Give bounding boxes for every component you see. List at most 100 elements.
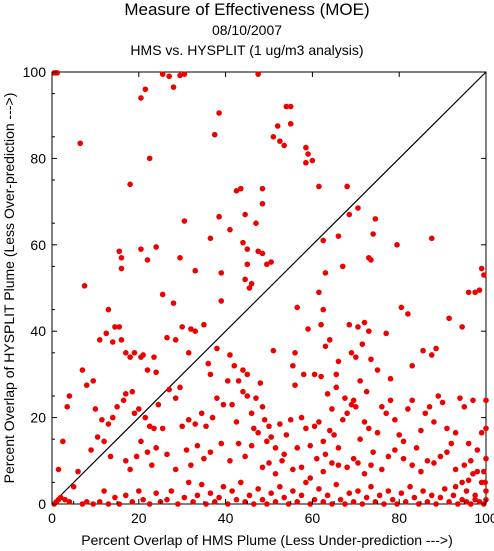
data-point (292, 350, 298, 356)
data-point (465, 477, 472, 484)
data-point (398, 304, 405, 311)
data-point (342, 501, 348, 507)
data-point (268, 259, 274, 265)
data-point (177, 72, 183, 79)
data-point (153, 445, 159, 451)
data-point (478, 265, 485, 272)
data-point (181, 494, 188, 501)
data-point (350, 455, 357, 462)
data-point (107, 453, 114, 460)
data-point (344, 410, 350, 417)
data-point (131, 410, 138, 417)
data-point (131, 350, 138, 356)
data-point (179, 423, 185, 430)
data-point (207, 449, 214, 455)
data-point (333, 384, 340, 391)
data-point (428, 492, 435, 499)
data-point (335, 445, 342, 451)
y-axis: 0 20 40 60 80 100 (23, 64, 486, 512)
data-point (54, 70, 61, 76)
data-point (329, 501, 335, 507)
data-point (198, 481, 205, 488)
data-point (316, 183, 322, 190)
data-point (270, 347, 277, 354)
data-point (177, 254, 183, 261)
data-point (96, 499, 103, 505)
data-point (463, 488, 470, 494)
data-point (57, 494, 64, 501)
data-point (118, 265, 125, 272)
y-tick-label: 20 (30, 410, 46, 426)
data-point (320, 499, 327, 505)
data-point (320, 237, 327, 244)
data-point (136, 406, 142, 412)
data-point (122, 492, 129, 499)
data-point (470, 397, 476, 404)
data-point (66, 393, 73, 399)
data-point (379, 404, 385, 410)
data-point (229, 488, 235, 494)
data-point (172, 395, 179, 401)
data-point (476, 287, 483, 293)
data-point (259, 464, 266, 471)
data-point (348, 401, 355, 408)
data-point (387, 375, 394, 382)
data-point (287, 121, 294, 127)
data-point (253, 220, 259, 226)
data-point (431, 460, 437, 466)
data-point (122, 458, 129, 464)
data-point (437, 494, 444, 501)
data-point (383, 410, 389, 417)
data-point (233, 188, 240, 194)
data-point (164, 451, 170, 458)
data-point (60, 438, 66, 445)
data-point (287, 416, 294, 423)
data-point (281, 494, 287, 501)
data-point (83, 382, 90, 389)
data-point (120, 397, 127, 404)
y-axis-label: Percent Overlap of HYSPLIT Plume (Less O… (1, 93, 17, 484)
data-point (144, 257, 151, 263)
data-point (461, 404, 468, 410)
data-point (468, 501, 474, 507)
data-point (164, 496, 170, 503)
data-point (483, 455, 489, 462)
data-point (474, 468, 481, 475)
data-point (216, 110, 222, 116)
data-point (476, 499, 483, 505)
data-point (370, 231, 376, 237)
data-point (318, 321, 324, 328)
data-point (316, 486, 322, 492)
data-point (420, 347, 426, 354)
data-point (170, 84, 177, 90)
data-point (116, 501, 123, 507)
data-point (235, 378, 242, 384)
data-point (138, 438, 144, 445)
data-point (368, 483, 374, 490)
data-point (433, 345, 439, 352)
data-point (405, 406, 411, 412)
data-point (272, 499, 279, 505)
data-point (142, 86, 149, 93)
data-point (482, 479, 488, 486)
data-point (290, 466, 296, 473)
data-point (90, 378, 97, 384)
data-point (287, 103, 294, 110)
data-point (394, 501, 400, 507)
data-point (255, 429, 261, 436)
data-point (459, 479, 465, 486)
data-point (264, 438, 270, 445)
data-point (77, 140, 84, 147)
x-tick-label: 100 (474, 510, 494, 526)
data-point (272, 445, 279, 451)
data-point (227, 458, 233, 464)
data-point (335, 358, 342, 365)
data-point (465, 289, 472, 296)
data-point (246, 492, 253, 499)
data-point (277, 421, 283, 427)
data-point (322, 270, 329, 276)
data-point (363, 388, 370, 395)
data-point (359, 341, 366, 347)
data-point (281, 451, 287, 458)
data-point (452, 483, 459, 490)
